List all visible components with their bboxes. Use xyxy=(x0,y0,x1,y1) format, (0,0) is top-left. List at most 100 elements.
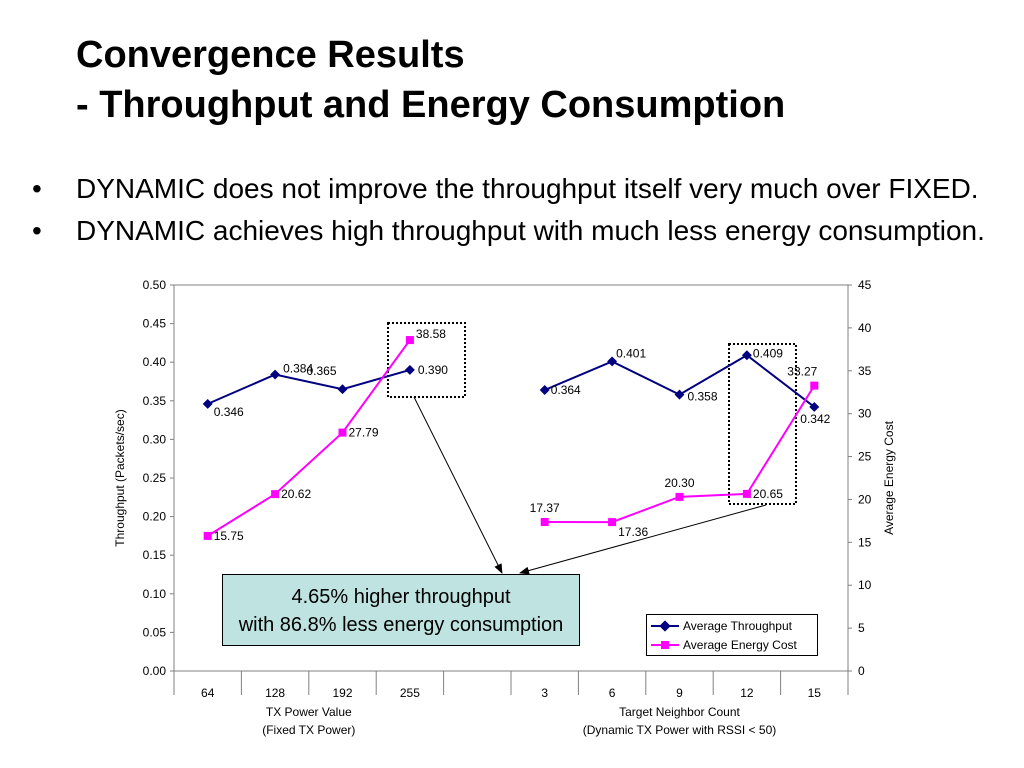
throughput-marker xyxy=(741,350,752,361)
annotation-arrow xyxy=(413,396,503,574)
y2-tick-label: 25 xyxy=(858,450,872,464)
y2-tick-label: 15 xyxy=(858,535,872,549)
slide-title: Convergence Results - Throughput and Ene… xyxy=(76,30,785,130)
bullet-glyph: • xyxy=(32,173,42,204)
annotation-line-1: 4.65% higher throughput xyxy=(291,586,511,608)
y-tick-label: 0.20 xyxy=(143,510,167,524)
energy-data-label: 15.75 xyxy=(214,529,244,543)
y-tick-label: 0.35 xyxy=(143,394,167,408)
energy-marker xyxy=(271,490,280,499)
y2-tick-label: 35 xyxy=(858,364,872,378)
x-tick-label: 64 xyxy=(201,686,215,700)
legend-label-throughput: Average Throughput xyxy=(683,619,792,633)
throughput-data-label: 0.401 xyxy=(616,346,646,360)
y2-axis-title: Average Energy Cost xyxy=(882,420,896,535)
x-tick-label: 9 xyxy=(676,686,683,700)
throughput-marker xyxy=(809,402,820,412)
energy-marker xyxy=(675,492,684,501)
energy-data-label: 17.37 xyxy=(530,501,560,515)
x-group-sublabel: (Fixed TX Power) xyxy=(262,723,355,737)
y2-tick-label: 20 xyxy=(858,492,872,506)
annotation-arrow xyxy=(519,504,767,575)
throughput-marker xyxy=(674,389,685,400)
energy-data-label: 27.79 xyxy=(349,426,379,440)
energy-marker xyxy=(405,336,414,345)
energy-marker xyxy=(338,428,347,437)
throughput-marker xyxy=(337,384,348,395)
bullet-item: • DYNAMIC achieves high throughput with … xyxy=(32,210,1012,252)
energy-data-label: 38.58 xyxy=(416,327,446,341)
energy-marker xyxy=(203,531,212,540)
bullet-text: DYNAMIC achieves high throughput with mu… xyxy=(76,215,985,246)
y-tick-label: 0.30 xyxy=(143,432,167,446)
throughput-data-label: 0.346 xyxy=(214,405,244,419)
throughput-marker xyxy=(404,364,415,375)
x-tick-label: 15 xyxy=(808,686,822,700)
y-tick-label: 0.25 xyxy=(143,471,167,485)
y2-tick-label: 30 xyxy=(858,407,872,421)
highlight-box-fixed xyxy=(387,322,466,398)
y-tick-label: 0.50 xyxy=(143,278,167,292)
x-tick-label: 12 xyxy=(740,686,754,700)
energy-data-label: 20.30 xyxy=(664,476,694,490)
throughput-data-label: 0.358 xyxy=(688,390,718,404)
energy-data-label: 20.65 xyxy=(753,487,783,501)
y-tick-label: 0.10 xyxy=(143,587,167,601)
y2-tick-label: 0 xyxy=(858,664,865,678)
throughput-data-label: 0.384 xyxy=(283,362,313,376)
x-tick-label: 192 xyxy=(332,686,352,700)
annotation-callout: 4.65% higher throughput with 86.8% less … xyxy=(222,574,580,646)
title-line-2: - Throughput and Energy Consumption xyxy=(76,84,786,126)
y-tick-label: 0.15 xyxy=(143,548,167,562)
bullet-item: • DYNAMIC does not improve the throughpu… xyxy=(32,168,1012,210)
y-axis-title: Throughput (Packets/sec) xyxy=(113,409,127,546)
y-tick-label: 0.05 xyxy=(143,625,167,639)
x-tick-label: 3 xyxy=(541,686,548,700)
legend-item-energy: Average Energy Cost xyxy=(651,637,797,653)
x-group-sublabel: (Dynamic TX Power with RSSI < 50) xyxy=(583,723,777,737)
energy-marker xyxy=(608,518,617,527)
x-group-label: Target Neighbor Count xyxy=(619,705,740,719)
throughput-marker xyxy=(202,398,213,409)
throughput-data-label: 0.364 xyxy=(551,383,581,397)
throughput-data-label: 0.390 xyxy=(418,363,448,377)
legend-swatch-throughput xyxy=(651,620,679,632)
legend-item-throughput: Average Throughput xyxy=(651,618,792,634)
bullet-glyph: • xyxy=(32,215,42,246)
throughput-marker xyxy=(270,369,281,380)
x-group-label: TX Power Value xyxy=(266,705,352,719)
energy-data-label: 20.62 xyxy=(281,487,311,501)
throughput-data-label: 0.409 xyxy=(753,346,783,360)
series-line-energy xyxy=(544,385,816,524)
y2-tick-label: 45 xyxy=(858,278,872,292)
chart-legend: Average Throughput Average Energy Cost xyxy=(646,614,818,656)
y-tick-label: 0.40 xyxy=(143,355,167,369)
x-tick-label: 128 xyxy=(265,686,285,700)
throughput-marker xyxy=(539,385,550,395)
throughput-marker xyxy=(607,356,618,367)
bullet-list: • DYNAMIC does not improve the throughpu… xyxy=(32,168,1012,252)
title-line-1: Convergence Results xyxy=(76,34,465,76)
y-tick-label: 0.00 xyxy=(143,664,167,678)
series-line-throughput xyxy=(207,368,411,405)
energy-marker xyxy=(742,489,751,498)
energy-marker xyxy=(810,381,819,390)
series-line-energy xyxy=(207,339,411,537)
legend-swatch-energy xyxy=(651,641,679,649)
energy-data-label: 33.27 xyxy=(787,365,817,379)
throughput-data-label: 0.365 xyxy=(306,364,336,378)
energy-marker xyxy=(540,518,549,527)
annotation-line-2: with 86.8% less energy consumption xyxy=(238,614,564,636)
highlight-box-dynamic xyxy=(728,343,797,505)
y2-tick-label: 40 xyxy=(858,321,872,335)
legend-label-energy: Average Energy Cost xyxy=(683,638,797,652)
bullet-text: DYNAMIC does not improve the throughput … xyxy=(76,173,979,204)
throughput-data-label: 0.342 xyxy=(800,412,830,426)
energy-data-label: 17.36 xyxy=(618,525,648,539)
y2-tick-label: 10 xyxy=(858,578,872,592)
x-tick-label: 255 xyxy=(400,686,420,700)
y2-tick-label: 5 xyxy=(858,621,865,635)
x-tick-label: 6 xyxy=(609,686,616,700)
y-tick-label: 0.45 xyxy=(143,317,167,331)
